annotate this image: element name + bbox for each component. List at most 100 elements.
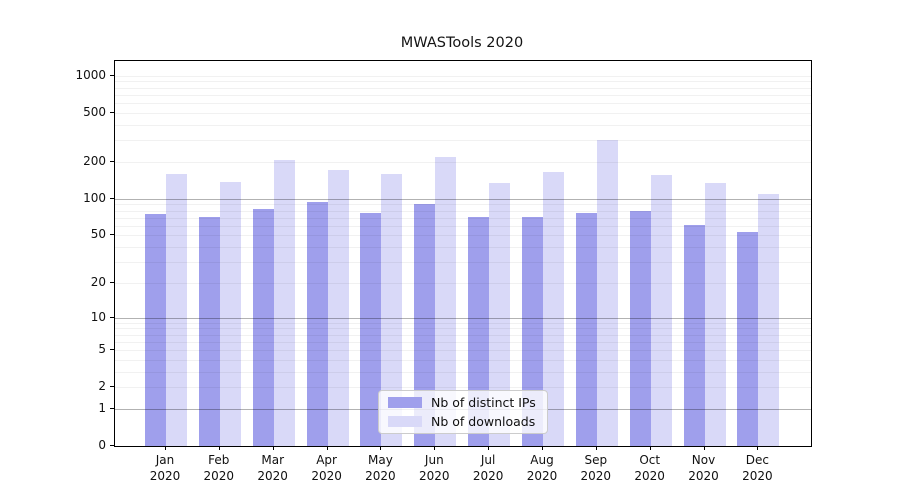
y-tick-label: 2 (98, 379, 106, 394)
y-tick-mark (110, 281, 114, 283)
y-tick-label: 1 (98, 400, 106, 415)
y-tick-mark (110, 74, 114, 76)
gridline (115, 124, 811, 126)
y-tick-label: 50 (90, 227, 106, 242)
bar-distinct-ips (468, 216, 490, 446)
x-tick-mark (703, 446, 705, 450)
gridline (115, 261, 811, 263)
x-tick-mark (380, 446, 382, 450)
bar-downloads (166, 174, 187, 446)
x-tick-mark (218, 446, 220, 450)
x-tick-label: Oct 2020 (634, 453, 665, 483)
gridline (115, 75, 811, 77)
y-tick-mark (110, 234, 114, 236)
y-tick-mark (110, 445, 114, 446)
gridline (115, 94, 811, 96)
y-tick-mark (110, 197, 114, 199)
bar-distinct-ips (360, 212, 382, 446)
x-tick-mark (595, 446, 597, 450)
gridline (115, 198, 811, 200)
y-tick-label: 100 (83, 190, 106, 205)
y-tick-mark (110, 160, 114, 162)
bar-downloads (381, 174, 403, 446)
y-tick-label: 0 (98, 438, 106, 452)
gridline (115, 341, 811, 343)
gridline (115, 387, 811, 389)
bar-downloads (704, 182, 726, 446)
gridline (115, 161, 811, 163)
x-tick-label: Sep 2020 (580, 453, 612, 483)
gridline (115, 87, 811, 89)
x-tick-mark (434, 446, 436, 450)
bar-distinct-ips (575, 212, 597, 446)
gridline (115, 350, 811, 351)
y-tick-mark (110, 349, 114, 350)
x-tick-label: Mar 2020 (257, 453, 288, 483)
bar-distinct-ips (414, 203, 436, 446)
bar-distinct-ips (629, 210, 651, 446)
x-tick-mark (649, 446, 651, 450)
gridline (115, 247, 811, 248)
bar-downloads (542, 172, 564, 446)
bar-downloads (219, 181, 241, 446)
x-tick-mark (542, 446, 543, 450)
gridline (115, 225, 811, 227)
bar-distinct-ips (306, 201, 328, 446)
gridline (115, 282, 811, 284)
x-tick-label: Jun 2020 (419, 453, 450, 483)
gridline (115, 210, 811, 212)
x-tick-label: Feb 2020 (203, 453, 235, 483)
chart-title: MWASTools 2020 (400, 35, 524, 51)
legend-label: Nb of distinct IPs (431, 395, 536, 410)
legend-swatch (388, 416, 422, 427)
gridline (115, 322, 811, 324)
gridline (115, 204, 811, 206)
x-tick-mark (326, 446, 328, 450)
bar-distinct-ips (737, 232, 759, 446)
plot-area (114, 60, 812, 447)
y-tick-label: 20 (90, 274, 106, 289)
legend-swatch (388, 397, 422, 408)
gridline (115, 235, 811, 237)
y-tick-mark (110, 316, 114, 318)
bar-distinct-ips (683, 224, 705, 446)
gridline (115, 334, 811, 336)
x-tick-label: May 2020 (365, 453, 396, 483)
gridline (115, 217, 811, 219)
bar-downloads (650, 175, 672, 446)
bar-downloads (327, 170, 349, 446)
x-tick-mark (165, 446, 166, 450)
x-tick-label: Dec 2020 (742, 453, 773, 483)
y-tick-mark (110, 111, 114, 113)
gridline (115, 81, 811, 83)
gridline (115, 103, 811, 104)
y-tick-label: 1000 (75, 67, 106, 82)
bar-downloads (596, 140, 618, 446)
gridline (115, 317, 811, 319)
bar-distinct-ips (145, 213, 166, 446)
bar-downloads (435, 156, 457, 446)
y-tick-label: 200 (83, 153, 106, 168)
bar-distinct-ips (521, 216, 543, 446)
gridline (115, 140, 811, 142)
legend: Nb of distinct IPs Nb of downloads (378, 390, 548, 434)
bar-distinct-ips (198, 216, 220, 446)
y-tick-label: 500 (83, 104, 106, 119)
x-tick-mark (757, 446, 759, 450)
legend-label: Nb of downloads (431, 414, 536, 429)
bar-downloads (489, 182, 511, 446)
x-tick-label: Jul 2020 (472, 453, 504, 483)
y-tick-mark (110, 386, 114, 388)
x-tick-label: Jan 2020 (149, 453, 181, 483)
x-tick-label: Aug 2020 (526, 453, 558, 483)
gridline (115, 371, 811, 373)
x-tick-label: Nov 2020 (688, 453, 719, 483)
gridline (115, 359, 811, 361)
y-tick-mark (110, 407, 114, 409)
x-tick-mark (488, 446, 490, 450)
bar-downloads (758, 194, 780, 446)
gridline (115, 112, 811, 114)
bar-distinct-ips (252, 208, 274, 446)
bar-downloads (273, 159, 295, 446)
